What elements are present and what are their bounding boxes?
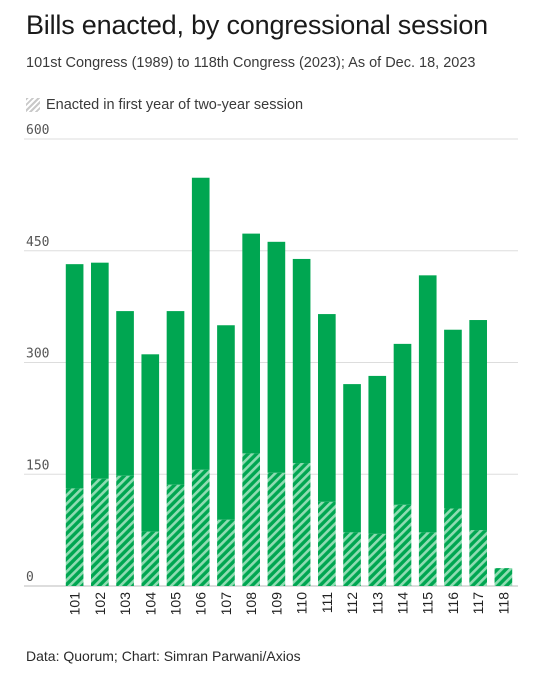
x-tick-label-116: 116 [445,592,461,615]
y-tick-label-300: 300 [26,347,49,362]
y-tick-label-150: 150 [26,458,49,473]
bar-first-year-110 [292,463,311,586]
x-tick-label-104: 104 [142,592,158,616]
bar-second-year-110 [292,258,311,464]
bar-second-year-104 [141,354,160,532]
bar-first-year-105 [166,484,185,586]
chart-title: Bills enacted, by congressional session [26,10,488,40]
x-tick-label-114: 114 [395,592,411,615]
x-axis-tick-labels: 101 102 103 104 105 106 107 108 109 110 111 112 113 1… [67,592,512,616]
bar-second-year-112 [343,384,361,533]
bar-first-year-107 [217,519,235,586]
bar-first-year-106 [191,469,210,586]
bar-first-year-101 [65,488,84,586]
bar-first-year-117 [469,530,487,586]
x-tick-label-107: 107 [218,592,234,616]
x-tick-label-110: 110 [294,592,310,615]
bar-second-year-115 [418,275,437,533]
y-tick-label-0: 0 [26,570,34,585]
x-tick-label-111: 111 [319,592,335,613]
y-tick-label-600: 600 [26,123,49,138]
bar-second-year-109 [267,241,286,473]
bar-second-year-117 [469,320,487,531]
x-tick-label-118: 118 [495,592,511,615]
bar-second-year-108 [242,233,260,454]
x-tick-label-105: 105 [168,592,184,616]
source-note: Data: Quorum; Chart: Simran Parwani/Axio… [26,648,301,664]
bar-first-year-118 [494,568,513,586]
bar-second-year-101 [65,264,84,489]
y-tick-label-450: 450 [26,235,49,250]
bar-second-year-111 [318,314,336,502]
bar-second-year-102 [91,262,109,479]
bar-second-year-105 [166,311,185,485]
bars [65,177,513,586]
bar-second-year-116 [444,329,462,509]
bar-second-year-106 [191,177,210,470]
y-axis-tick-labels: 0 150 300 450 600 [26,123,49,585]
bar-first-year-104 [141,531,160,586]
x-tick-label-112: 112 [344,592,360,615]
x-tick-label-106: 106 [193,592,209,616]
bar-first-year-115 [418,532,437,586]
legend-hatch-swatch [26,98,40,112]
bar-first-year-112 [343,532,361,586]
chart-subtitle: 101st Congress (1989) to 118th Congress … [26,55,476,71]
bar-second-year-107 [217,325,235,520]
bar-first-year-108 [242,453,260,586]
bar-second-year-113 [368,375,387,534]
bar-first-year-111 [318,501,336,586]
bar-first-year-102 [91,478,109,586]
x-tick-label-115: 115 [420,592,436,615]
bar-first-year-103 [116,475,134,586]
x-tick-label-103: 103 [117,592,133,616]
x-tick-label-109: 109 [268,592,284,616]
bar-first-year-113 [368,533,387,586]
x-tick-label-117: 117 [470,592,486,615]
x-tick-label-113: 113 [369,592,385,615]
x-tick-label-101: 101 [67,592,83,616]
x-tick-label-102: 102 [92,592,108,616]
bar-first-year-116 [444,508,462,586]
bar-first-year-109 [267,472,286,586]
legend: Enacted in first year of two-year sessio… [26,97,303,113]
x-tick-label-108: 108 [243,592,259,616]
bar-second-year-103 [116,311,134,476]
legend-label-first-year: Enacted in first year of two-year sessio… [46,97,304,113]
bar-first-year-114 [393,504,412,586]
bar-second-year-114 [393,343,412,505]
